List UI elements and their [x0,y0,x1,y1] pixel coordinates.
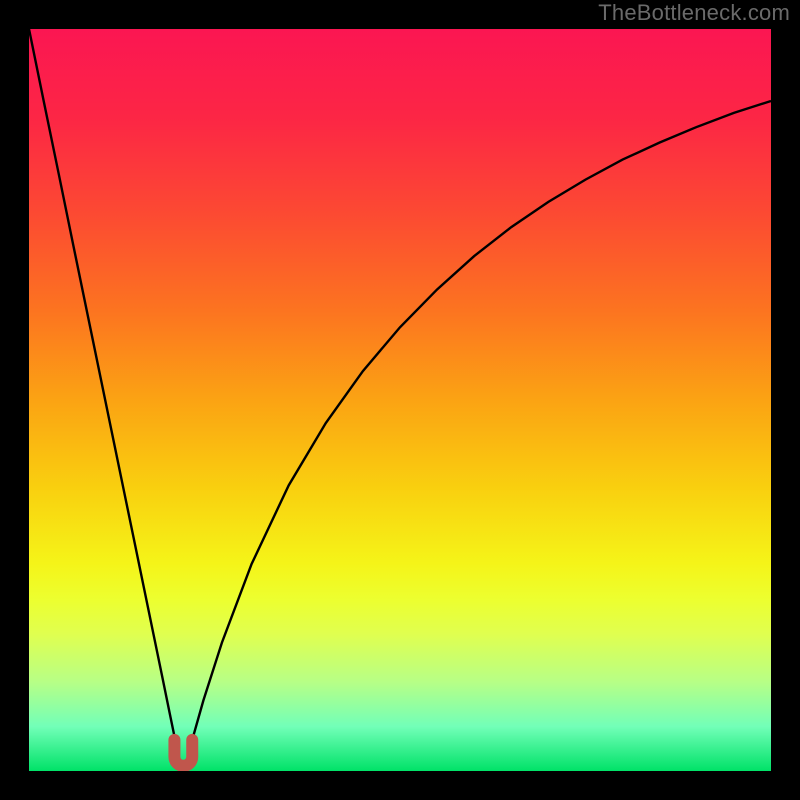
watermark-text: TheBottleneck.com [598,0,790,26]
chart-root: TheBottleneck.com [0,0,800,800]
plot-svg [29,29,771,771]
plot-area [29,29,771,771]
plot-background [29,29,771,771]
